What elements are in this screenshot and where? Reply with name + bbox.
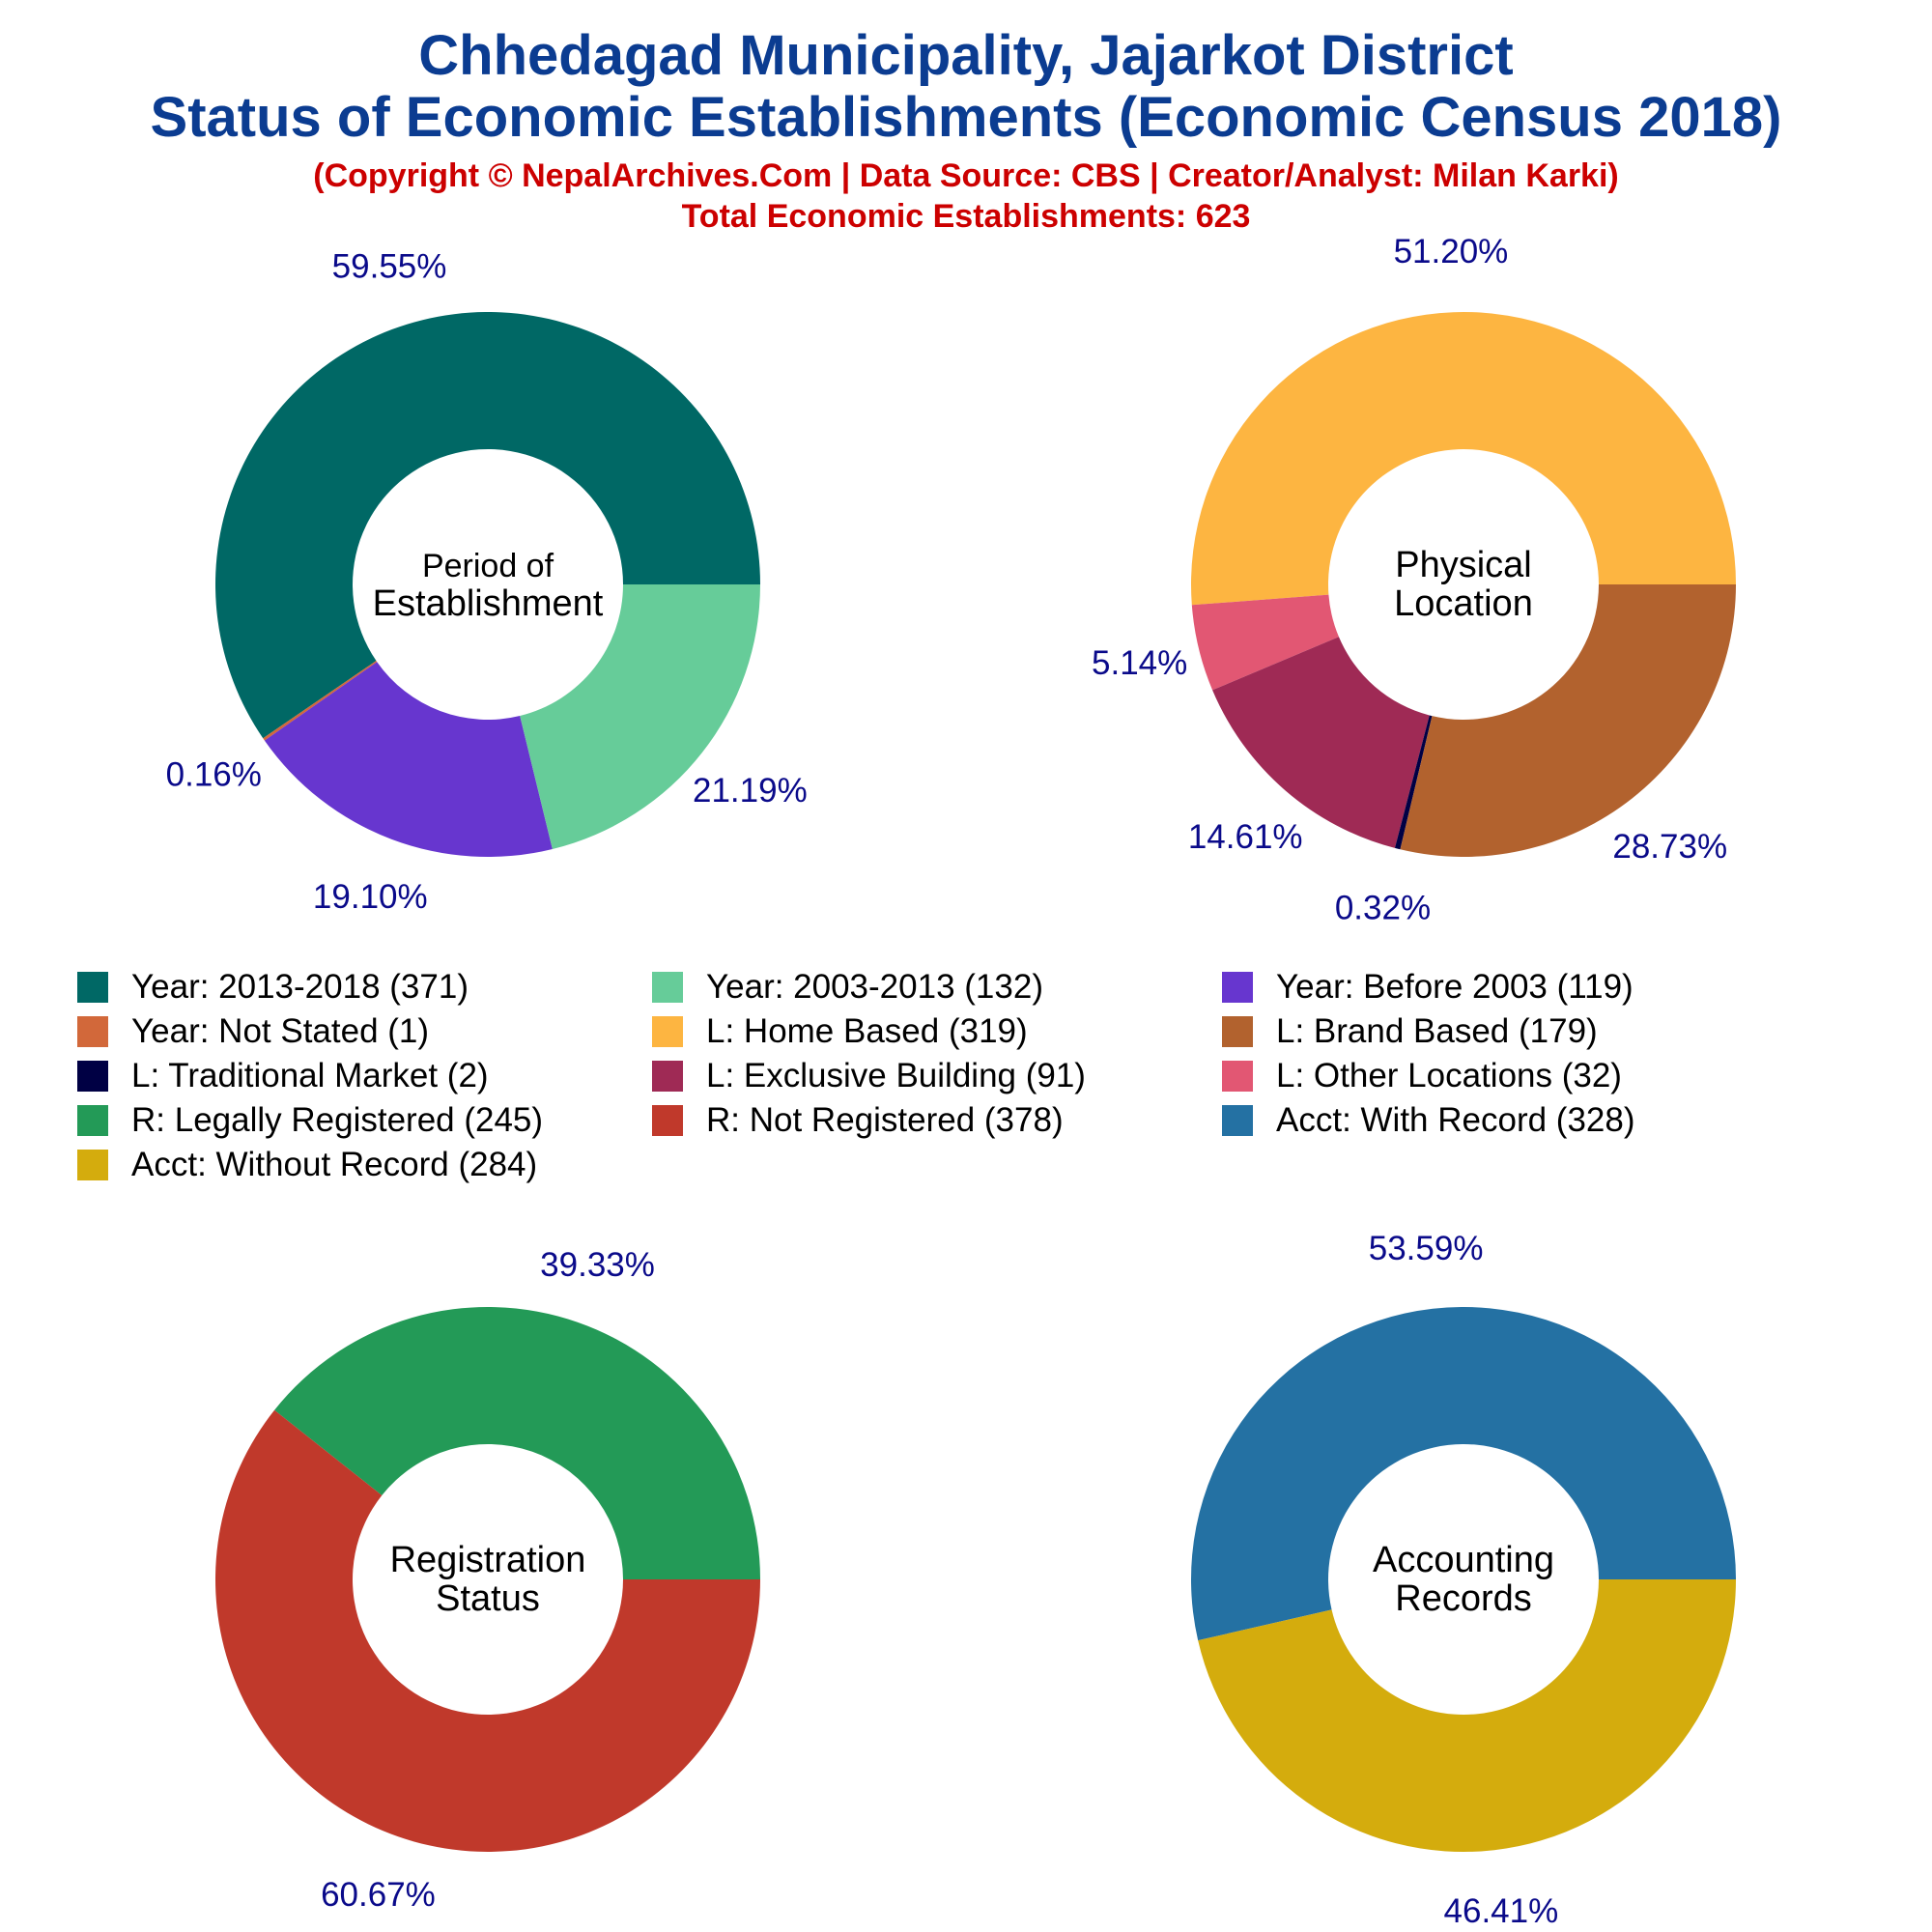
legend-swatch <box>77 1105 108 1136</box>
slice-l-other-locations <box>1191 594 1339 691</box>
legend-label: R: Not Registered (378) <box>706 1101 1064 1139</box>
legend-swatch <box>77 1016 108 1047</box>
legend-item: L: Other Locations (32) <box>1222 1055 1622 1097</box>
pct-label: 5.14% <box>1092 644 1187 682</box>
legend-label: Year: Not Stated (1) <box>131 1012 430 1050</box>
donut-chart-1: 59.55% 0.16% 19.10% 21.19% Period ofEstablis… <box>166 247 808 915</box>
legend-label: L: Traditional Market (2) <box>131 1057 489 1094</box>
legend-swatch <box>652 1016 683 1047</box>
copyright-note: (Copyright © NepalArchives.Com | Data So… <box>313 157 1619 194</box>
slice-r-not-registered <box>215 1409 760 1852</box>
slice-year-2003-2013 <box>520 584 760 849</box>
legend-label: Acct: Without Record (284) <box>131 1146 538 1183</box>
slice-l-exclusive-building <box>1212 637 1430 848</box>
center-label: Status <box>436 1578 540 1619</box>
chart-title-line2: Status of Economic Establishments (Econo… <box>150 86 1782 149</box>
legend-label: L: Brand Based (179) <box>1276 1012 1598 1050</box>
legend-label: L: Exclusive Building (91) <box>706 1057 1086 1094</box>
legend-swatch <box>77 972 108 1003</box>
legend-item: R: Legally Registered (245) <box>77 1099 543 1142</box>
slice-acct-with-record <box>1191 1306 1736 1641</box>
donut-chart-2: 51.20% 5.14% 14.61% 0.32% 28.73% PhysicalLoca… <box>1092 233 1736 927</box>
pct-label: 46.41% <box>1444 1892 1559 1930</box>
pct-label: 53.59% <box>1369 1230 1484 1267</box>
legend-swatch <box>77 1150 108 1180</box>
pct-label: 59.55% <box>332 247 447 285</box>
legend-item: Year: Before 2003 (119) <box>1222 966 1634 1009</box>
legend-item: Year: Not Stated (1) <box>77 1010 429 1053</box>
legend-item: L: Exclusive Building (91) <box>652 1055 1086 1097</box>
pct-label: 14.61% <box>1188 818 1303 856</box>
center-label: Records <box>1395 1578 1532 1619</box>
slice-acct-without-record <box>1198 1579 1736 1852</box>
legend-swatch <box>77 1061 108 1092</box>
center-label: Period of <box>422 548 554 584</box>
legend-item: Acct: Without Record (284) <box>77 1144 537 1186</box>
legend-item: Year: 2003-2013 (132) <box>652 966 1043 1009</box>
legend-label: Year: Before 2003 (119) <box>1276 968 1634 1006</box>
legend-swatch <box>652 972 683 1003</box>
legend-item: Year: 2013-2018 (371) <box>77 966 469 1009</box>
slice-l-traditional-market <box>1394 715 1433 850</box>
pct-label: 21.19% <box>693 772 808 810</box>
slice-year-2013-2018 <box>214 311 760 739</box>
slice-year-before-2003 <box>264 662 553 858</box>
pct-label: 19.10% <box>313 878 428 916</box>
center-label: Location <box>1394 583 1533 624</box>
pct-label: 39.33% <box>540 1246 655 1284</box>
pct-label: 28.73% <box>1612 828 1727 866</box>
legend-item: L: Home Based (319) <box>652 1010 1028 1053</box>
center-label: Physical <box>1395 545 1532 585</box>
legend-swatch <box>1222 1016 1253 1047</box>
center-label: Establishment <box>373 583 604 624</box>
slice-l-home-based <box>1191 311 1736 606</box>
total-establishments: Total Economic Establishments: 623 <box>681 198 1251 235</box>
legend-label: Year: 2013-2018 (371) <box>131 968 469 1006</box>
center-label: Registration <box>390 1540 586 1580</box>
pct-label: 51.20% <box>1394 233 1509 270</box>
legend-item: Acct: With Record (328) <box>1222 1099 1635 1142</box>
legend-item: L: Traditional Market (2) <box>77 1055 489 1097</box>
legend-label: Year: 2003-2013 (132) <box>706 968 1043 1006</box>
legend-label: L: Home Based (319) <box>706 1012 1028 1050</box>
slice-r-legally-registered <box>274 1306 760 1579</box>
slice-year-not-stated <box>263 661 378 741</box>
legend-item: R: Not Registered (378) <box>652 1099 1064 1142</box>
legend-swatch <box>1222 1105 1253 1136</box>
legend-swatch <box>1222 972 1253 1003</box>
pct-label: 0.16% <box>166 755 262 793</box>
legend-swatch <box>652 1105 683 1136</box>
legend-swatch <box>1222 1061 1253 1092</box>
legend-label: L: Other Locations (32) <box>1276 1057 1622 1094</box>
legend-label: Acct: With Record (328) <box>1276 1101 1635 1139</box>
chart-title-line1: Chhedagad Municipality, Jajarkot Distric… <box>418 24 1514 87</box>
legend-label: R: Legally Registered (245) <box>131 1101 544 1139</box>
pct-label: 60.67% <box>321 1876 436 1914</box>
pct-label: 0.32% <box>1335 890 1431 927</box>
legend-item: L: Brand Based (179) <box>1222 1010 1598 1053</box>
legend-swatch <box>652 1061 683 1092</box>
center-label: Accounting <box>1373 1540 1554 1580</box>
slice-l-brand-based <box>1400 584 1736 857</box>
